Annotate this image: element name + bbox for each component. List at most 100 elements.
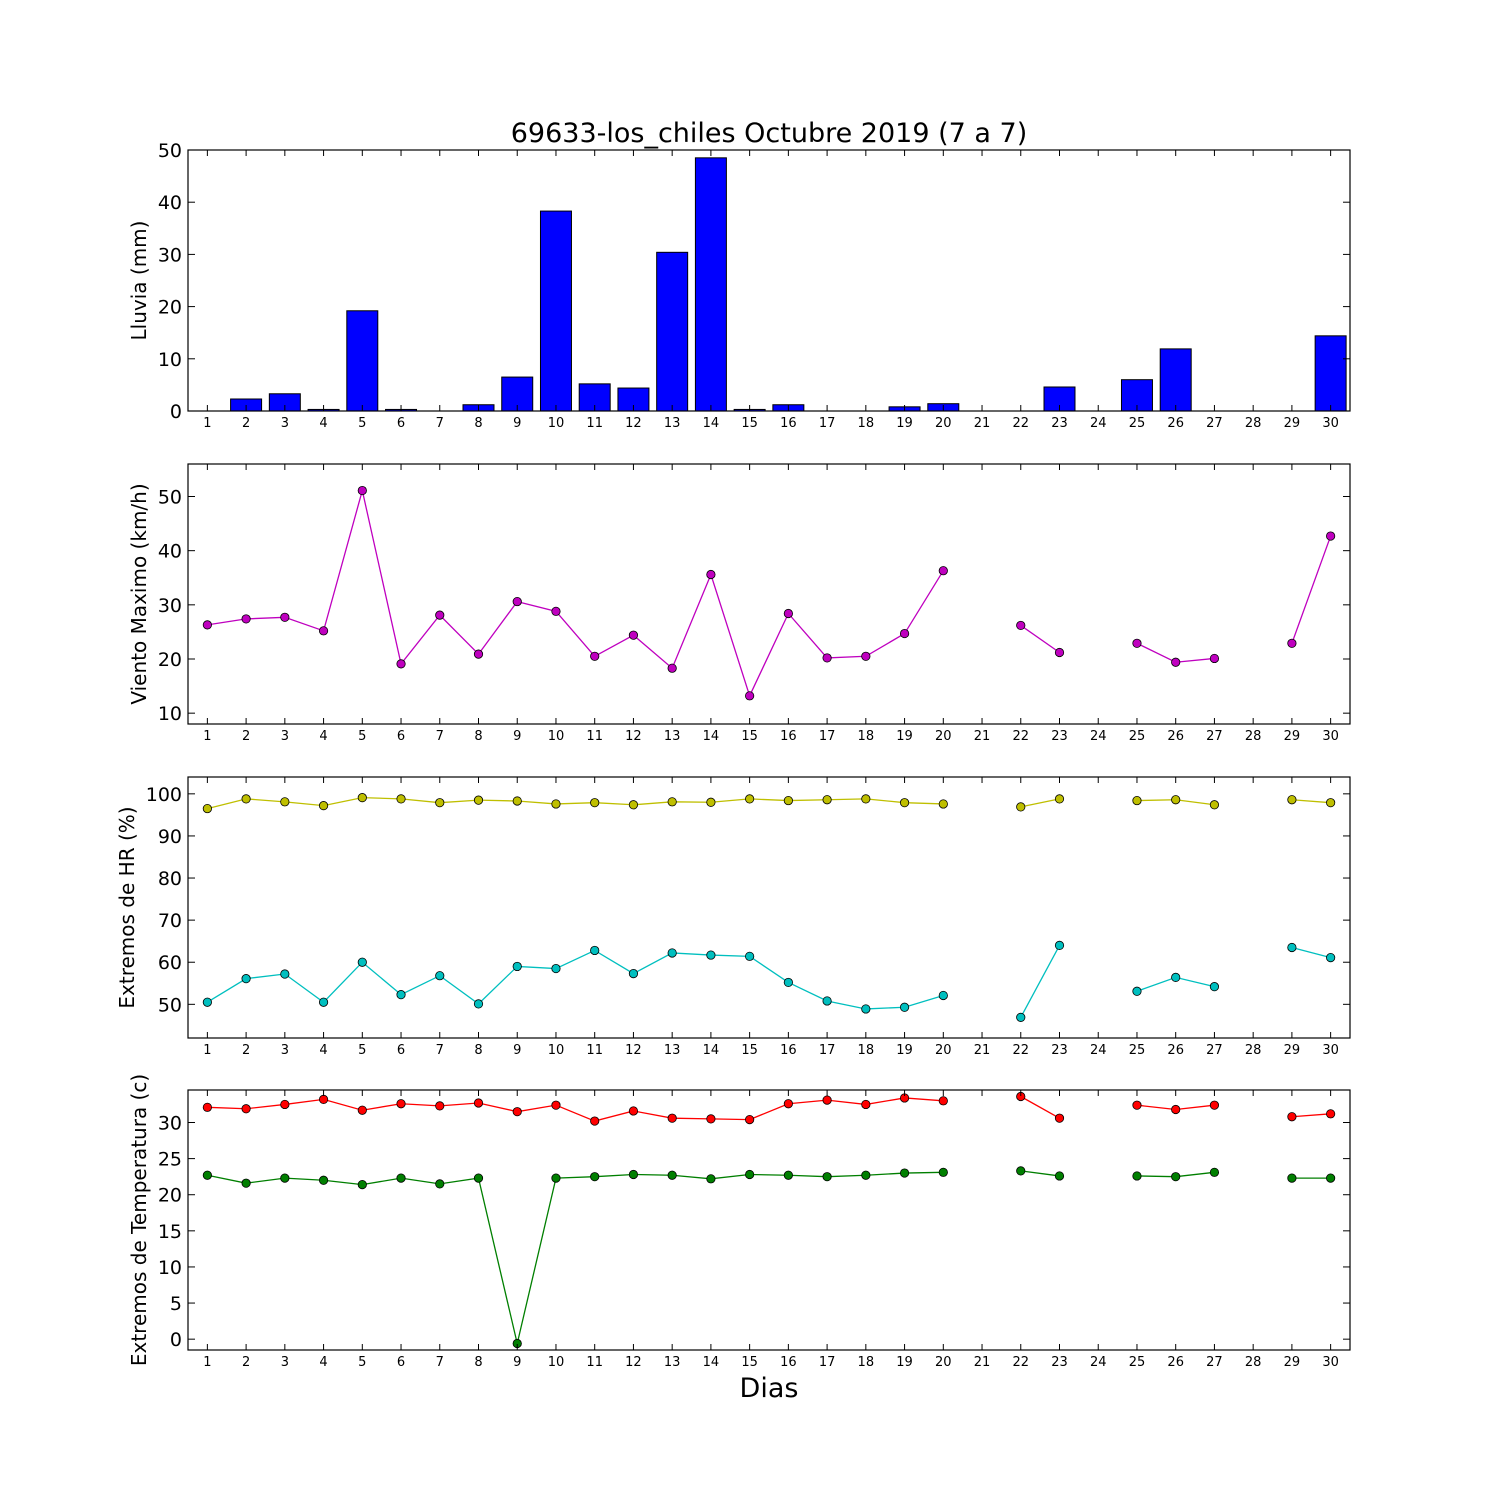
y-tick-label: 90 — [158, 826, 182, 848]
data-point — [1016, 1166, 1026, 1176]
y-tick-label: 25 — [158, 1149, 182, 1171]
plot-frame — [187, 1089, 1351, 1351]
x-tick-label: 2 — [242, 729, 250, 744]
data-point — [357, 1105, 367, 1115]
data-point — [202, 1102, 212, 1112]
y-tick-label: 20 — [158, 649, 182, 671]
y-tick-label: 15 — [158, 1221, 182, 1243]
data-point — [1132, 1100, 1142, 1110]
x-tick-label: 10 — [548, 729, 565, 744]
y-axis-label: Extremos de HR (%) — [115, 806, 139, 1008]
x-tick-label: 30 — [1322, 416, 1339, 431]
data-point — [473, 795, 484, 805]
x-tick-label: 28 — [1245, 1355, 1262, 1370]
y-tick-label: 50 — [158, 994, 182, 1016]
data-point — [435, 1101, 445, 1111]
data-point — [938, 566, 948, 576]
data-point — [1016, 802, 1026, 812]
series-line — [1020, 798, 1060, 808]
data-point — [1287, 1173, 1297, 1183]
x-tick-label: 21 — [974, 1043, 991, 1058]
x-tick-label: 7 — [436, 416, 444, 431]
data-point — [1326, 952, 1336, 963]
x-tick-label: 6 — [397, 416, 405, 431]
data-point — [202, 997, 212, 1007]
x-tick-label: 14 — [703, 1043, 720, 1058]
x-tick-label: 16 — [780, 1043, 797, 1058]
x-tick-label: 22 — [1012, 729, 1029, 744]
data-point — [745, 794, 755, 804]
humidity-panel: 1 2 3 4 5 6 7 8 9 10 11 12 13 14 15 16 17 18 19 20 21 22 23 24 2… — [115, 776, 1351, 1058]
data-point — [473, 649, 484, 659]
data-point — [1209, 653, 1220, 664]
plot-frame — [187, 149, 1351, 412]
data-point — [861, 651, 871, 661]
x-tick-label: 24 — [1090, 729, 1107, 744]
data-point — [822, 1172, 832, 1182]
x-tick-label: 29 — [1284, 1355, 1301, 1370]
data-point — [1132, 986, 1142, 996]
x-tick-label: 7 — [436, 1043, 444, 1058]
series-line — [1020, 945, 1061, 1018]
x-tick-label: 27 — [1206, 1043, 1223, 1058]
data-point — [512, 961, 522, 972]
x-tick-label: 16 — [780, 416, 797, 431]
figure-title: 69633-los_chiles Octubre 2019 (7 a 7) — [511, 118, 1028, 149]
series-line — [1291, 946, 1331, 959]
data-point — [241, 1104, 251, 1114]
x-tick-label: 11 — [586, 1043, 603, 1058]
data-point — [1171, 1172, 1181, 1182]
data-point — [822, 653, 832, 663]
x-tick-label: 29 — [1284, 1043, 1301, 1058]
data-point — [1326, 798, 1336, 808]
x-tick-label: 16 — [780, 729, 797, 744]
y-tick-label: 50 — [158, 487, 182, 509]
data-point — [628, 1169, 639, 1180]
y-tick-label: 30 — [158, 595, 182, 617]
x-tick-label: 9 — [513, 1043, 521, 1058]
y-tick-label: 10 — [158, 1257, 182, 1279]
x-tick-label: 20 — [935, 1043, 952, 1058]
y-tick-label: 5 — [170, 1293, 182, 1315]
data-point — [435, 971, 445, 981]
data-point — [551, 799, 561, 809]
x-tick-label: 28 — [1245, 1043, 1262, 1058]
data-point — [1326, 531, 1336, 541]
x-tick-label: 4 — [319, 416, 327, 431]
x-tick-label: 6 — [397, 1043, 405, 1058]
data-point — [1132, 795, 1142, 806]
data-point — [1054, 1171, 1065, 1181]
x-tick-label: 19 — [896, 416, 913, 431]
x-tick-label: 15 — [741, 1355, 758, 1370]
x-tick-label: 10 — [548, 416, 565, 431]
data-point — [396, 794, 406, 804]
x-tick-label: 15 — [741, 1043, 758, 1058]
x-tick-label: 4 — [319, 1355, 327, 1370]
data-point — [938, 990, 948, 1001]
data-point — [706, 797, 716, 807]
x-tick-label: 19 — [896, 729, 913, 744]
data-point — [590, 1116, 600, 1126]
x-tick-label: 2 — [242, 1043, 250, 1058]
x-tick-label: 6 — [397, 1355, 405, 1370]
x-tick-label: 18 — [858, 1355, 875, 1370]
x-tick-label: 24 — [1090, 416, 1107, 431]
data-point — [783, 608, 793, 619]
data-point — [667, 1113, 677, 1123]
data-point — [1054, 940, 1065, 950]
data-point — [628, 1106, 639, 1116]
data-point — [783, 977, 793, 988]
x-tick-label: 30 — [1322, 729, 1339, 744]
x-tick-label: 1 — [203, 1043, 211, 1058]
data-point — [1287, 942, 1297, 953]
data-point — [1209, 800, 1220, 810]
x-tick-label: 8 — [474, 1043, 482, 1058]
series-line — [1291, 799, 1331, 804]
x-tick-label: 17 — [819, 729, 836, 744]
x-tick-label: 12 — [625, 416, 642, 431]
data-point — [473, 1173, 484, 1183]
data-point — [241, 614, 251, 624]
x-tick-label: 5 — [358, 416, 366, 431]
x-tick-label: 12 — [625, 729, 642, 744]
data-point — [473, 1098, 484, 1108]
